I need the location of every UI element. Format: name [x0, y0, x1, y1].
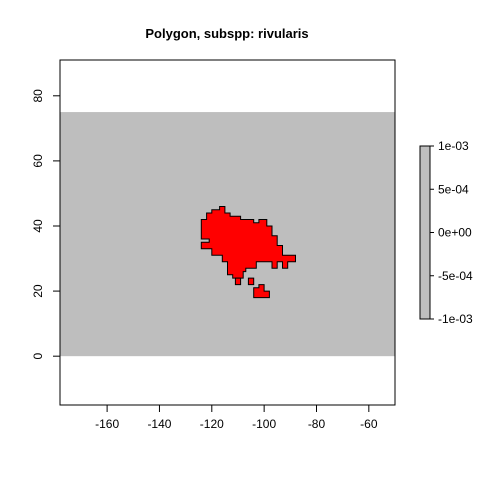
- polygon-island-3: [253, 284, 270, 299]
- x-tick-label: -60: [360, 417, 378, 431]
- colorbar-tick-label: -5e-04: [438, 269, 473, 283]
- x-tick-label: -120: [200, 417, 224, 431]
- y-tick-label: 40: [31, 219, 45, 233]
- plot-title: Polygon, subspp: rivularis: [145, 26, 308, 41]
- x-tick-label: -140: [147, 417, 171, 431]
- y-axis: 0 20 40 60 80: [31, 89, 61, 360]
- colorbar-tick-label: -1e-03: [438, 312, 473, 326]
- y-tick-label: 20: [31, 284, 45, 298]
- colorbar-ticks: -1e-03 -5e-04 0e+00 5e-04 1e-03: [430, 139, 473, 326]
- colorbar-tick-label: 5e-04: [438, 182, 469, 196]
- x-tick-label: -160: [95, 417, 119, 431]
- plot-area: [59, 59, 396, 406]
- x-tick-label: -80: [308, 417, 326, 431]
- colorbar-tick-label: 0e+00: [438, 226, 472, 240]
- y-tick-label: 80: [31, 89, 45, 103]
- colorbar-tick-label: 1e-03: [438, 139, 469, 153]
- y-tick-label: 0: [31, 353, 45, 360]
- colorbar-legend: -1e-03 -5e-04 0e+00 5e-04 1e-03: [419, 139, 473, 326]
- polygon-main: [200, 206, 296, 279]
- x-axis: -160 -140 -120 -100 -80 -60: [95, 404, 378, 431]
- colorbar-fill: [419, 145, 431, 320]
- polygon-island-2: [247, 277, 255, 286]
- y-tick-label: 60: [31, 154, 45, 168]
- x-tick-label: -100: [252, 417, 276, 431]
- polygon-layer: [200, 206, 296, 299]
- polygon-island-1: [234, 277, 242, 286]
